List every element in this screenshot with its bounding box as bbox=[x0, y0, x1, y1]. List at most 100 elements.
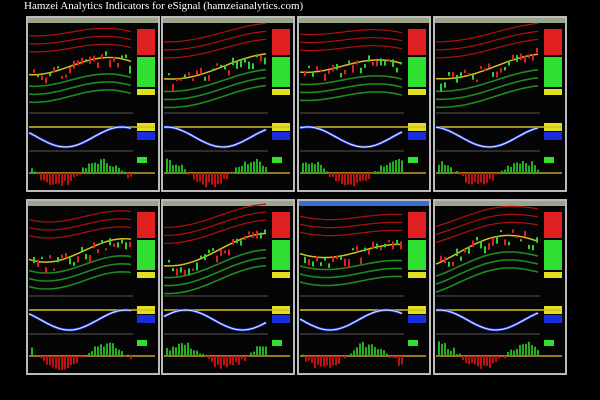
histogram-bar bbox=[522, 344, 524, 356]
histogram-bar bbox=[456, 354, 458, 357]
candle bbox=[504, 239, 506, 246]
candle bbox=[109, 59, 111, 68]
histogram-bar bbox=[109, 342, 111, 356]
candle bbox=[188, 72, 190, 76]
histogram-bar bbox=[40, 356, 42, 359]
candle bbox=[388, 58, 390, 62]
candle bbox=[89, 255, 91, 263]
candle bbox=[360, 257, 362, 265]
histogram-bar bbox=[88, 352, 90, 356]
candle bbox=[244, 236, 246, 240]
histogram-bar bbox=[121, 351, 123, 357]
histogram-bar bbox=[169, 160, 171, 173]
band-line bbox=[299, 75, 403, 86]
histogram-bar bbox=[37, 355, 39, 357]
band-line bbox=[435, 267, 539, 293]
chart-panel bbox=[297, 16, 431, 192]
candle bbox=[192, 268, 194, 271]
candle bbox=[512, 54, 514, 60]
histogram-bar bbox=[91, 163, 93, 174]
candle bbox=[196, 70, 198, 76]
histogram-bar bbox=[477, 173, 479, 184]
histogram-bar bbox=[265, 166, 267, 173]
histogram-bar bbox=[232, 173, 234, 174]
histogram-bar bbox=[193, 350, 195, 356]
candle bbox=[520, 53, 522, 60]
histogram-bar bbox=[519, 344, 521, 356]
histogram-bar bbox=[353, 173, 355, 187]
histogram-bar bbox=[76, 356, 78, 364]
candle bbox=[376, 243, 378, 249]
candle bbox=[121, 239, 123, 244]
histogram-bar bbox=[401, 356, 403, 365]
level-bar bbox=[137, 132, 155, 140]
candle bbox=[216, 255, 218, 263]
histogram-bar bbox=[323, 356, 325, 367]
candle bbox=[524, 56, 526, 63]
candle bbox=[61, 76, 63, 79]
candle bbox=[73, 262, 75, 266]
histogram-bar bbox=[480, 356, 482, 369]
candle bbox=[180, 267, 182, 273]
histogram-bar bbox=[91, 351, 93, 356]
histogram-bar bbox=[130, 356, 132, 360]
histogram-bar bbox=[302, 162, 304, 173]
candle bbox=[176, 268, 178, 276]
candle bbox=[448, 261, 450, 267]
candle bbox=[89, 56, 91, 64]
candle bbox=[220, 249, 222, 256]
histogram-bar bbox=[474, 356, 476, 365]
histogram-bar bbox=[76, 173, 78, 176]
candle bbox=[57, 66, 59, 69]
histogram-bar bbox=[326, 356, 328, 366]
histogram-bar bbox=[37, 173, 39, 175]
candle bbox=[480, 66, 482, 69]
level-bar bbox=[272, 29, 290, 55]
histogram-bar bbox=[504, 169, 506, 174]
candle bbox=[528, 54, 530, 59]
candle bbox=[520, 239, 522, 242]
histogram-bar bbox=[365, 173, 367, 181]
candle bbox=[105, 51, 107, 56]
candle bbox=[125, 54, 127, 58]
histogram-bar bbox=[377, 349, 379, 357]
histogram-bar bbox=[389, 356, 391, 358]
histogram-bar bbox=[73, 173, 75, 178]
candle bbox=[440, 255, 442, 262]
candle bbox=[492, 237, 494, 246]
histogram-bar bbox=[480, 173, 482, 183]
histogram-bar bbox=[58, 173, 60, 184]
band-line bbox=[28, 35, 132, 45]
histogram-bar bbox=[450, 167, 452, 173]
histogram-bar bbox=[187, 342, 189, 357]
histogram-bar bbox=[220, 356, 222, 369]
histogram-bar bbox=[392, 356, 394, 358]
level-bar bbox=[408, 212, 426, 238]
level-bar bbox=[272, 340, 282, 346]
candle bbox=[336, 256, 338, 259]
histogram-bar bbox=[127, 354, 129, 357]
level-bar bbox=[272, 89, 290, 95]
candle bbox=[532, 245, 534, 251]
candle bbox=[244, 57, 246, 63]
histogram-bar bbox=[214, 356, 216, 368]
histogram-bar bbox=[229, 173, 231, 174]
candle bbox=[117, 62, 119, 68]
candle bbox=[484, 68, 486, 71]
candle bbox=[212, 248, 214, 251]
level-bar bbox=[544, 89, 562, 95]
histogram-bar bbox=[453, 173, 455, 174]
histogram-bar bbox=[302, 354, 304, 356]
oscillator-line bbox=[299, 126, 403, 148]
histogram-bar bbox=[82, 167, 84, 173]
histogram-bar bbox=[103, 158, 105, 173]
candle bbox=[81, 57, 83, 65]
histogram-bar bbox=[368, 173, 370, 179]
histogram-bar bbox=[124, 171, 126, 174]
band-line bbox=[435, 22, 539, 43]
level-bar bbox=[544, 57, 562, 87]
band-line bbox=[435, 213, 539, 235]
histogram-bar bbox=[344, 173, 346, 186]
histogram-bar bbox=[395, 160, 397, 174]
histogram-bar bbox=[253, 351, 255, 356]
